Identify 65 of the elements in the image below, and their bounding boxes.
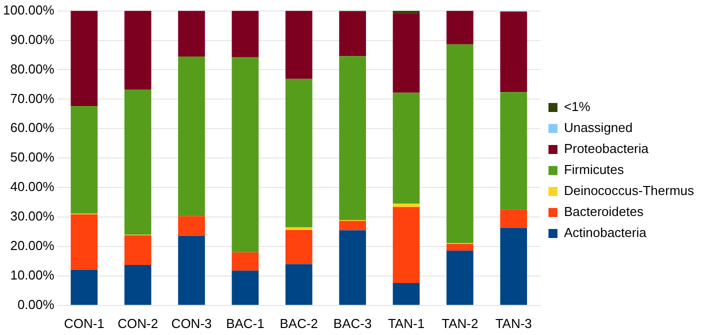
bar	[285, 227, 312, 230]
bar	[339, 11, 366, 56]
bar	[392, 92, 420, 204]
y-tick-label: 90.00%	[10, 32, 55, 47]
bar	[339, 56, 366, 220]
bar	[446, 10, 474, 44]
legend-label: Actinobacteria	[564, 225, 648, 240]
bar	[500, 210, 528, 228]
x-tick-label: TAN-1	[388, 316, 425, 331]
legend-label: <1%	[564, 99, 591, 114]
y-tick-label: 50.00%	[10, 150, 55, 165]
bar	[500, 228, 528, 305]
bar	[392, 207, 420, 284]
y-tick-label: 100.00%	[2, 2, 55, 18]
y-tick-label: 0.00%	[17, 296, 55, 312]
bar	[70, 106, 98, 214]
bar	[232, 270, 259, 305]
bar	[232, 252, 259, 271]
bar	[500, 12, 528, 92]
legend-label: Deinococcus-Thermus	[564, 183, 694, 198]
bar	[446, 44, 474, 244]
bar	[285, 78, 312, 228]
bar	[124, 235, 152, 266]
bar	[124, 265, 152, 305]
bar	[446, 250, 474, 305]
bar	[70, 214, 98, 270]
x-tick-label: BAC-3	[333, 316, 372, 331]
x-tick-label: TAN-3	[495, 316, 532, 331]
y-tick-label: 60.00%	[10, 120, 55, 136]
bar	[232, 10, 259, 58]
bar	[124, 10, 152, 90]
bar	[232, 57, 259, 252]
bar	[178, 10, 205, 56]
legend-label: Bacteroidetes	[564, 204, 644, 220]
bar	[70, 10, 98, 106]
legend-label: Firmicutes	[564, 162, 624, 178]
bar	[178, 216, 205, 236]
bar	[392, 283, 420, 305]
bar	[500, 92, 528, 210]
bar	[70, 270, 98, 305]
legend-label: Unassigned	[564, 120, 633, 136]
y-tick-label: 20.00%	[10, 238, 55, 254]
bar	[392, 204, 420, 208]
bar	[178, 56, 205, 216]
y-tick-label: 70.00%	[10, 90, 55, 106]
x-tick-label: CON-2	[118, 316, 158, 331]
legend-label: Proteobacteria	[564, 141, 650, 156]
bar	[285, 264, 312, 305]
bar	[339, 220, 366, 230]
bar	[124, 89, 152, 235]
bar	[446, 244, 474, 251]
y-tick-label: 40.00%	[10, 179, 55, 194]
x-tick-label: CON-1	[64, 316, 104, 331]
bar	[392, 13, 420, 93]
y-tick-label: 80.00%	[10, 61, 55, 76]
y-tick-label: 30.00%	[10, 208, 55, 224]
x-tick-label: BAC-1	[226, 316, 264, 331]
x-tick-label: BAC-2	[280, 316, 318, 331]
bar	[285, 10, 312, 79]
bar	[339, 230, 366, 305]
y-tick-label: 10.00%	[10, 268, 55, 283]
x-tick-label: CON-3	[171, 316, 212, 331]
x-tick-label: TAN-2	[442, 316, 478, 331]
bar	[178, 236, 205, 305]
bar	[285, 230, 312, 264]
